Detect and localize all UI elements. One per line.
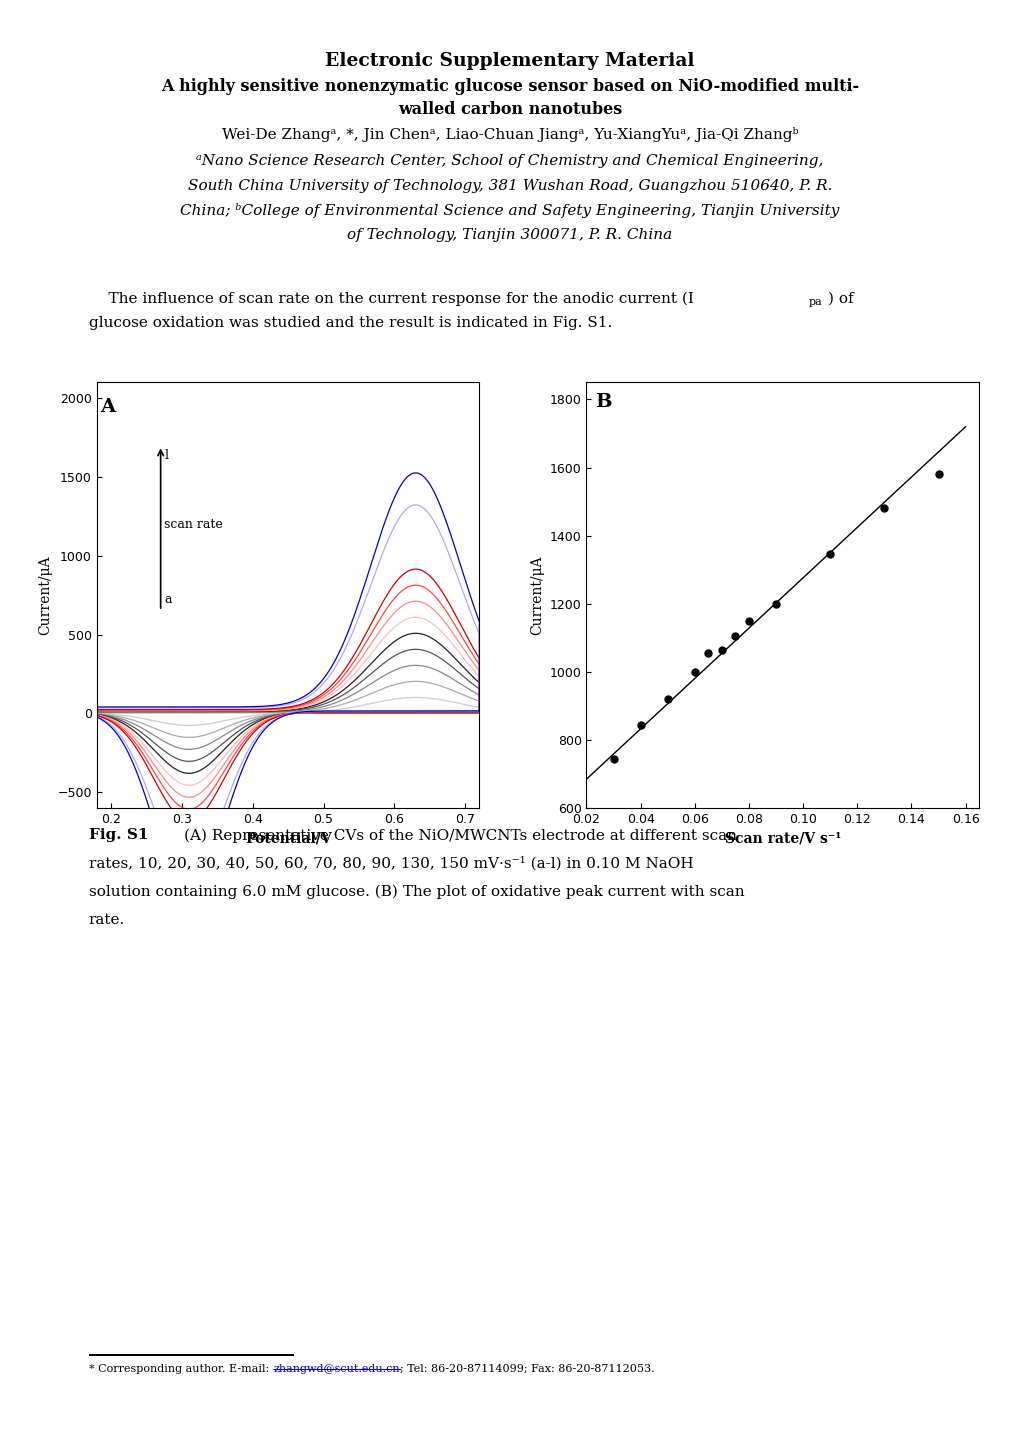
Text: pa: pa <box>808 297 821 307</box>
Text: Fig. S1: Fig. S1 <box>89 828 148 843</box>
X-axis label: Potential/V: Potential/V <box>245 831 331 846</box>
X-axis label: Scan rate/V s⁻¹: Scan rate/V s⁻¹ <box>723 831 841 846</box>
Text: The influence of scan rate on the current response for the anodic current (I: The influence of scan rate on the curren… <box>89 291 693 306</box>
Text: a: a <box>164 593 171 606</box>
Text: B: B <box>594 392 610 411</box>
Text: scan rate: scan rate <box>164 518 223 531</box>
Text: glucose oxidation was studied and the result is indicated in Fig. S1.: glucose oxidation was studied and the re… <box>89 316 611 330</box>
Text: South China University of Technology, 381 Wushan Road, Guangzhou 510640, P. R.: South China University of Technology, 38… <box>187 179 832 193</box>
Text: ; Tel: 86-20-87114099; Fax: 86-20-87112053.: ; Tel: 86-20-87114099; Fax: 86-20-871120… <box>399 1364 654 1374</box>
Text: * Corresponding author. E-mail:: * Corresponding author. E-mail: <box>89 1364 272 1374</box>
Text: solution containing 6.0 mM glucose. (B) The plot of oxidative peak current with : solution containing 6.0 mM glucose. (B) … <box>89 885 744 899</box>
Text: of Technology, Tianjin 300071, P. R. China: of Technology, Tianjin 300071, P. R. Chi… <box>347 228 672 242</box>
Text: ᵃNano Science Research Center, School of Chemistry and Chemical Engineering,: ᵃNano Science Research Center, School of… <box>196 154 823 169</box>
Text: zhangwd@scut.edu.cn: zhangwd@scut.edu.cn <box>273 1364 399 1374</box>
Y-axis label: Current/μA: Current/μA <box>530 556 544 635</box>
Text: l: l <box>164 449 168 462</box>
Text: Electronic Supplementary Material: Electronic Supplementary Material <box>325 52 694 69</box>
Text: (A) Representative CVs of the NiO/MWCNTs electrode at different scan: (A) Representative CVs of the NiO/MWCNTs… <box>183 828 736 843</box>
Text: rate.: rate. <box>89 913 125 926</box>
Text: Wei-De Zhangᵃ, *, Jin Chenᵃ, Liao-Chuan Jiangᵃ, Yu-XiangYuᵃ, Jia-Qi Zhangᵇ: Wei-De Zhangᵃ, *, Jin Chenᵃ, Liao-Chuan … <box>221 127 798 141</box>
Text: A highly sensitive nonenzymatic glucose sensor based on NiO-modified multi-: A highly sensitive nonenzymatic glucose … <box>161 78 858 95</box>
Text: rates, 10, 20, 30, 40, 50, 60, 70, 80, 90, 130, 150 mV·s⁻¹ (a-l) in 0.10 M NaOH: rates, 10, 20, 30, 40, 50, 60, 70, 80, 9… <box>89 857 693 870</box>
Text: ) of: ) of <box>827 291 853 306</box>
Text: walled carbon nanotubes: walled carbon nanotubes <box>397 101 622 118</box>
Text: China; ᵇCollege of Environmental Science and Safety Engineering, Tianjin Univers: China; ᵇCollege of Environmental Science… <box>180 203 839 218</box>
Y-axis label: Current/μA: Current/μA <box>38 556 52 635</box>
Text: A: A <box>100 398 115 416</box>
